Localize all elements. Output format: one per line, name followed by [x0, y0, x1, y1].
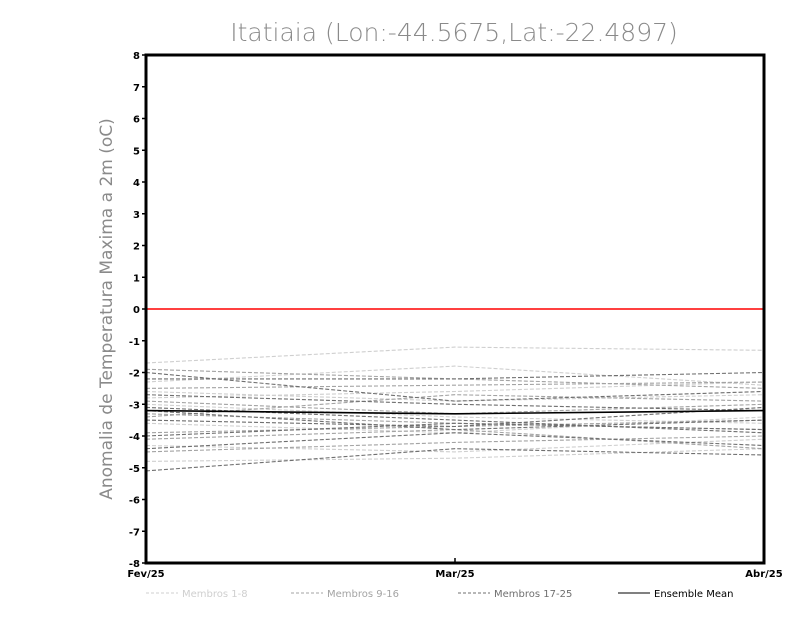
member-line — [145, 365, 765, 386]
y-tick-label: 3 — [133, 210, 140, 221]
legend-label: Ensemble Mean — [654, 589, 733, 600]
member-line — [145, 390, 765, 402]
x-tick-label: Mar/25 — [435, 569, 474, 580]
y-tick-label: 6 — [133, 115, 140, 126]
member-line — [145, 394, 765, 412]
y-tick-label: 5 — [133, 146, 140, 157]
x-tick-group: Fev/25 Mar/25 Abr/25 — [127, 558, 783, 580]
member-line — [145, 435, 765, 453]
y-tick-label: -3 — [129, 400, 140, 411]
x-tick-label: Abr/25 — [745, 569, 782, 580]
member-line — [145, 394, 765, 418]
y-tick-label: -8 — [129, 559, 140, 570]
legend-label: Membros 17-25 — [494, 589, 572, 600]
chart-title: Itatiaia (Lon:-44.5675,Lat:-22.4897) — [230, 18, 678, 47]
y-axis-label: Anomalia de Temperatura Maxima a 2m (oC) — [97, 118, 117, 500]
ensemble-mean-line — [145, 409, 765, 415]
legend-label: Membros 1-8 — [182, 589, 248, 600]
member-line — [145, 381, 765, 399]
y-tick-label: -7 — [129, 527, 140, 538]
y-tick-label: -5 — [129, 464, 140, 475]
y-tick-label: -2 — [129, 369, 140, 380]
y-tick-label: 1 — [133, 273, 140, 284]
member-line — [145, 432, 765, 450]
legend-label: Membros 9-16 — [327, 589, 399, 600]
member-line — [145, 448, 765, 462]
series-layer — [145, 346, 765, 472]
member-line — [145, 422, 765, 437]
member-line — [145, 403, 765, 424]
member-line — [145, 381, 765, 389]
member-line — [145, 346, 765, 364]
y-tick-label: 4 — [133, 178, 140, 189]
y-tick-label: -6 — [129, 496, 140, 507]
y-tick-label: -1 — [129, 337, 140, 348]
y-tick-label: 7 — [133, 83, 140, 94]
member-line — [145, 410, 765, 431]
member-line — [145, 438, 765, 453]
member-line — [145, 371, 765, 402]
member-line — [145, 406, 765, 428]
legend: Membros 1-8 Membros 9-16 Membros 17-25 Ense… — [146, 589, 733, 600]
y-tick-label: 2 — [133, 242, 140, 253]
y-tick-group: 8 7 6 5 4 3 2 1 0 -1 -2 -3 -4 -5 -6 -7 -8 — [129, 51, 146, 570]
y-tick-label: 0 — [133, 305, 140, 316]
member-line — [145, 448, 765, 472]
x-tick-label: Fev/25 — [127, 569, 164, 580]
y-tick-label: 8 — [133, 51, 140, 62]
member-line — [146, 371, 765, 380]
plot-frame — [144, 53, 766, 565]
y-tick-label: -4 — [129, 432, 140, 443]
